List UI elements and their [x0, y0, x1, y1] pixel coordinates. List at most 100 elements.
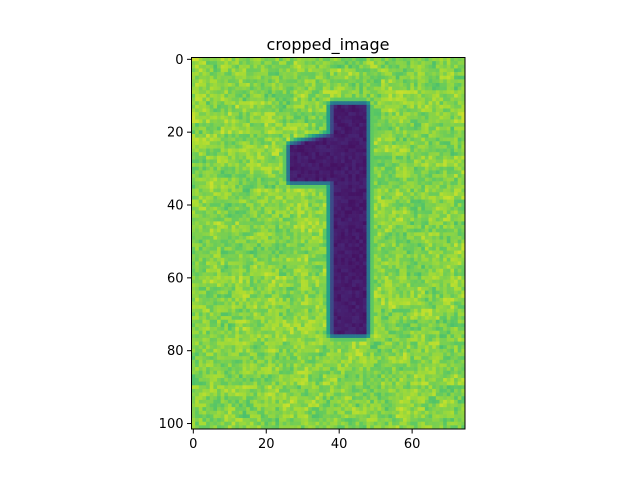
heatmap-cell	[418, 210, 422, 214]
heatmap-cell	[297, 203, 301, 207]
heatmap-cell	[341, 251, 345, 255]
heatmap-cell	[399, 225, 403, 229]
heatmap-cell	[283, 196, 287, 200]
heatmap-cell	[192, 261, 196, 265]
heatmap-cell	[272, 76, 276, 80]
heatmap-cell	[403, 116, 407, 120]
heatmap-cell	[399, 163, 403, 167]
heatmap-cell	[221, 247, 225, 251]
heatmap-cell	[221, 189, 225, 193]
heatmap-cell	[253, 269, 257, 273]
heatmap-cell	[297, 283, 301, 287]
heatmap-cell	[403, 98, 407, 102]
heatmap-cell	[235, 174, 239, 178]
heatmap-cell	[253, 83, 257, 87]
heatmap-cell	[224, 94, 228, 98]
heatmap-cell	[294, 280, 298, 284]
heatmap-cell	[410, 265, 414, 269]
heatmap-cell	[243, 72, 247, 76]
heatmap-cell	[261, 72, 265, 76]
heatmap-cell	[356, 94, 360, 98]
heatmap-cell	[279, 214, 283, 218]
heatmap-cell	[407, 159, 411, 163]
heatmap-cell	[450, 240, 454, 244]
heatmap-cell	[414, 68, 418, 72]
heatmap-cell	[264, 185, 268, 189]
heatmap-cell	[290, 240, 294, 244]
heatmap-cell	[359, 203, 363, 207]
heatmap-cell	[334, 178, 338, 182]
heatmap-cell	[239, 221, 243, 225]
heatmap-cell	[243, 174, 247, 178]
heatmap-cell	[232, 123, 236, 127]
heatmap-cell	[192, 287, 196, 291]
heatmap-cell	[396, 254, 400, 258]
heatmap-cell	[367, 276, 371, 280]
heatmap-cell	[436, 269, 440, 273]
heatmap-cell	[458, 283, 462, 287]
heatmap-cell	[268, 251, 272, 255]
heatmap-cell	[432, 65, 436, 69]
heatmap-cell	[359, 94, 363, 98]
heatmap-cell	[359, 116, 363, 120]
heatmap-cell	[356, 291, 360, 295]
heatmap-cell	[341, 276, 345, 280]
heatmap-cell	[202, 291, 206, 295]
heatmap-cell	[305, 229, 309, 233]
heatmap-cell	[253, 283, 257, 287]
heatmap-cell	[341, 138, 345, 142]
heatmap-cell	[192, 232, 196, 236]
heatmap-cell	[341, 145, 345, 149]
heatmap-cell	[279, 229, 283, 233]
heatmap-cell	[414, 265, 418, 269]
heatmap-cell	[257, 163, 261, 167]
heatmap-cell	[334, 87, 338, 91]
heatmap-cell	[323, 207, 327, 211]
heatmap-cell	[348, 280, 352, 284]
heatmap-cell	[283, 116, 287, 120]
heatmap-cell	[232, 261, 236, 265]
heatmap-cell	[345, 243, 349, 247]
heatmap-cell	[312, 87, 316, 91]
heatmap-cell	[429, 200, 433, 204]
heatmap-cell	[454, 276, 458, 280]
heatmap-cell	[199, 287, 203, 291]
heatmap-cell	[202, 58, 206, 62]
heatmap-cell	[221, 83, 225, 87]
heatmap-cell	[385, 72, 389, 76]
heatmap-cell	[232, 76, 236, 80]
heatmap-cell	[268, 240, 272, 244]
heatmap-cell	[290, 108, 294, 112]
heatmap-cell	[337, 207, 341, 211]
heatmap-cell	[264, 200, 268, 204]
heatmap-cell	[257, 272, 261, 276]
heatmap-cell	[261, 174, 265, 178]
heatmap-cell	[294, 174, 298, 178]
heatmap-cell	[421, 280, 425, 284]
heatmap-cell	[202, 214, 206, 218]
heatmap-cell	[454, 291, 458, 295]
heatmap-cell	[199, 112, 203, 116]
heatmap-cell	[326, 200, 330, 204]
heatmap-cell	[232, 170, 236, 174]
heatmap-cell	[326, 218, 330, 222]
heatmap-cell	[250, 94, 254, 98]
heatmap-cell	[429, 265, 433, 269]
heatmap-cell	[429, 108, 433, 112]
heatmap-cell	[239, 203, 243, 207]
heatmap-cell	[206, 229, 210, 233]
heatmap-cell	[305, 236, 309, 240]
heatmap-cell	[246, 185, 250, 189]
heatmap-cell	[436, 90, 440, 94]
heatmap-cell	[359, 167, 363, 171]
heatmap-cell	[403, 105, 407, 109]
heatmap-cell	[283, 170, 287, 174]
heatmap-cell	[370, 116, 374, 120]
heatmap-cell	[454, 181, 458, 185]
heatmap-cell	[334, 181, 338, 185]
heatmap-cell	[272, 178, 276, 182]
heatmap-cell	[399, 83, 403, 87]
heatmap-cell	[323, 291, 327, 295]
heatmap-cell	[294, 247, 298, 251]
heatmap-cell	[199, 101, 203, 105]
